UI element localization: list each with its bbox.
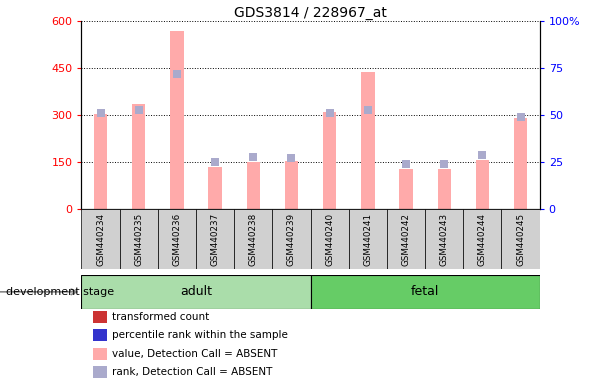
Text: GSM440239: GSM440239 — [287, 212, 296, 266]
Bar — [399, 169, 412, 209]
Bar — [502, 209, 540, 269]
Bar — [94, 114, 107, 209]
Bar — [514, 118, 527, 209]
Bar — [209, 167, 222, 209]
Point — [210, 159, 220, 166]
Point — [516, 114, 525, 120]
Point — [134, 106, 144, 113]
Point — [401, 161, 411, 167]
Point — [248, 154, 258, 160]
Bar — [196, 209, 234, 269]
Bar — [273, 209, 311, 269]
Point — [286, 156, 296, 162]
Text: GSM440236: GSM440236 — [172, 212, 182, 266]
Bar — [463, 209, 502, 269]
Bar — [119, 209, 158, 269]
Bar — [438, 169, 451, 209]
Text: development stage: development stage — [6, 287, 114, 297]
Text: GSM440238: GSM440238 — [249, 212, 257, 266]
Bar — [476, 160, 489, 209]
Text: GSM440244: GSM440244 — [478, 212, 487, 266]
Text: fetal: fetal — [411, 285, 440, 298]
Point — [172, 71, 182, 77]
Text: percentile rank within the sample: percentile rank within the sample — [112, 330, 288, 340]
Bar — [81, 275, 311, 309]
Bar — [311, 209, 349, 269]
Bar — [311, 275, 540, 309]
Text: GSM440242: GSM440242 — [402, 212, 411, 266]
Bar — [234, 209, 273, 269]
Text: GSM440243: GSM440243 — [440, 212, 449, 266]
Text: GSM440245: GSM440245 — [516, 212, 525, 266]
Bar — [247, 162, 260, 209]
Text: value, Detection Call = ABSENT: value, Detection Call = ABSENT — [112, 349, 277, 359]
Text: GSM440237: GSM440237 — [210, 212, 219, 266]
Bar — [361, 72, 374, 209]
Bar — [349, 209, 387, 269]
Bar — [170, 31, 183, 209]
Bar — [158, 209, 196, 269]
Bar — [285, 161, 298, 209]
Text: GSM440240: GSM440240 — [325, 212, 334, 266]
Bar — [323, 112, 336, 209]
Text: GSM440234: GSM440234 — [96, 212, 105, 266]
Bar — [425, 209, 463, 269]
Point — [96, 110, 106, 116]
Text: rank, Detection Call = ABSENT: rank, Detection Call = ABSENT — [112, 367, 272, 377]
Bar — [132, 104, 145, 209]
Text: GSM440241: GSM440241 — [364, 212, 372, 266]
Text: transformed count: transformed count — [112, 312, 209, 322]
Point — [440, 161, 449, 167]
Text: GSM440235: GSM440235 — [134, 212, 143, 266]
Point — [478, 152, 487, 158]
Point — [325, 110, 335, 116]
Bar — [387, 209, 425, 269]
Bar — [81, 209, 119, 269]
Point — [363, 106, 373, 113]
Text: adult: adult — [180, 285, 212, 298]
Title: GDS3814 / 228967_at: GDS3814 / 228967_at — [234, 6, 387, 20]
